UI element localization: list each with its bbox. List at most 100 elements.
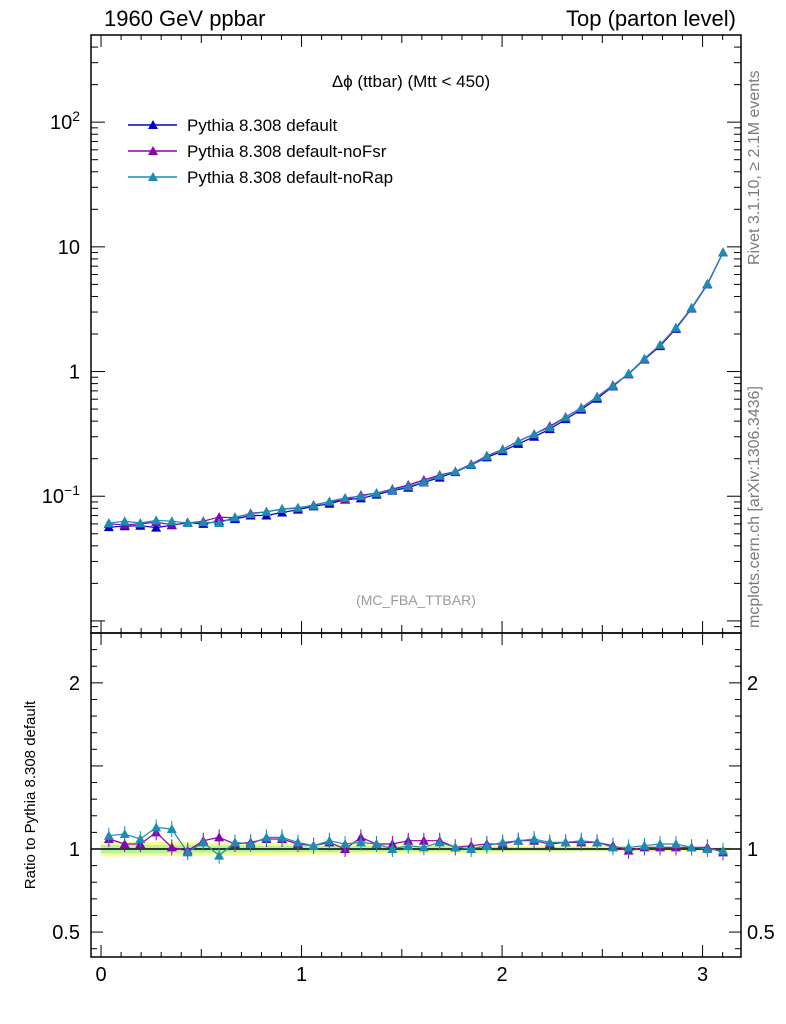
series-point-2 bbox=[560, 412, 571, 422]
ratio-point-2 bbox=[529, 834, 540, 844]
ratio-point-2 bbox=[686, 842, 697, 852]
ratio-point-2 bbox=[166, 824, 177, 834]
ratio-point-2 bbox=[355, 837, 366, 847]
ratio-point-2 bbox=[544, 837, 555, 847]
ratio-point-2 bbox=[387, 844, 398, 853]
legend-marker-2 bbox=[148, 172, 158, 181]
ratio-tick-label-left: 0.5 bbox=[52, 922, 80, 944]
series-point-2 bbox=[182, 517, 193, 527]
ratio-point-2 bbox=[261, 832, 272, 842]
series-point-2 bbox=[308, 500, 319, 510]
ratio-point-2 bbox=[670, 839, 681, 849]
series-point-2 bbox=[639, 353, 650, 363]
ratio-line-2 bbox=[108, 826, 724, 857]
ratio-tick-label-right: 1 bbox=[747, 839, 758, 861]
chart-text: Δϕ (ttbar) (Mtt < 450) (MC_FBA_TTBAR) Rati… bbox=[22, 72, 490, 889]
series-point-2 bbox=[655, 339, 666, 349]
ratio-point-2 bbox=[403, 840, 414, 850]
ratio-point-1 bbox=[214, 832, 225, 842]
series-point-2 bbox=[340, 492, 351, 502]
ratio-point-2 bbox=[513, 835, 524, 845]
series-line-2 bbox=[108, 252, 724, 524]
x-tick-label: 3 bbox=[697, 964, 708, 986]
ratio-point-2 bbox=[655, 839, 666, 849]
ratio-point-2 bbox=[214, 850, 225, 860]
ratio-point-2 bbox=[277, 832, 288, 842]
series-point-2 bbox=[119, 516, 130, 526]
ratio-point-2 bbox=[466, 844, 477, 853]
ratio-point-2 bbox=[450, 842, 461, 852]
ratio-point-2 bbox=[702, 844, 713, 853]
series-point-2 bbox=[576, 402, 587, 412]
series-point-2 bbox=[214, 517, 225, 527]
ratio-point-2 bbox=[576, 835, 587, 845]
legend-marker-1 bbox=[148, 146, 158, 155]
ratio-ylabel: Ratio to Pythia 8.308 default bbox=[22, 700, 39, 889]
ratio-tick-label-left: 2 bbox=[69, 673, 80, 695]
series-point-2 bbox=[103, 517, 114, 527]
ratio-point-2 bbox=[229, 837, 240, 847]
ratio-point-2 bbox=[418, 842, 429, 852]
watermark-label: (MC_FBA_TTBAR) bbox=[356, 592, 476, 608]
ratio-tick-label-right: 0.5 bbox=[747, 922, 775, 944]
series-point-2 bbox=[466, 459, 477, 469]
series-point-2 bbox=[261, 506, 272, 516]
ratio-point-2 bbox=[182, 847, 193, 857]
y-tick-label: 1 bbox=[69, 362, 80, 384]
series-point-1 bbox=[214, 512, 225, 522]
ratio-point-2 bbox=[151, 822, 162, 832]
ratio-point-2 bbox=[639, 840, 650, 850]
series-point-2 bbox=[450, 466, 461, 476]
series-point-2 bbox=[497, 444, 508, 454]
axes: 0 1 2 3 10−1 1 10 102 0.5 0.5 1 1 2 2 bbox=[42, 34, 775, 986]
series-point-2 bbox=[371, 488, 382, 498]
series-point-2 bbox=[292, 502, 303, 512]
series-point-2 bbox=[686, 302, 697, 312]
ratio-tick-label-left: 1 bbox=[69, 839, 80, 861]
series-point-2 bbox=[198, 517, 209, 527]
series-point-2 bbox=[324, 496, 335, 506]
series-point-2 bbox=[481, 451, 492, 461]
series-point-2 bbox=[592, 391, 603, 401]
legend: Pythia 8.308 default Pythia 8.308 default… bbox=[128, 116, 393, 187]
chart-title: Δϕ (ttbar) (Mtt < 450) bbox=[332, 72, 490, 91]
x-tick-label: 0 bbox=[95, 964, 106, 986]
legend-marker-0 bbox=[148, 120, 158, 129]
ratio-point-2 bbox=[497, 837, 508, 847]
ratio-point-2 bbox=[308, 840, 319, 850]
x-tick-label: 2 bbox=[496, 964, 507, 986]
ratio-point-2 bbox=[371, 839, 382, 849]
series-point-2 bbox=[229, 512, 240, 522]
y-tick-label: 10−1 bbox=[42, 482, 80, 508]
ratio-point-2 bbox=[324, 835, 335, 845]
ratio-point-2 bbox=[607, 842, 618, 852]
ratio-point-2 bbox=[198, 837, 209, 847]
ratio-point-2 bbox=[718, 845, 729, 855]
legend-label-1: Pythia 8.308 default-noFsr bbox=[187, 142, 387, 161]
series-point-2 bbox=[607, 380, 618, 390]
series-point-2 bbox=[355, 491, 366, 501]
ratio-point-2 bbox=[292, 837, 303, 847]
series-point-2 bbox=[718, 247, 729, 257]
ratio-point-2 bbox=[340, 839, 351, 849]
ratio-tick-label-right: 2 bbox=[747, 673, 758, 695]
series-point-2 bbox=[151, 515, 162, 525]
legend-label-0: Pythia 8.308 default bbox=[187, 116, 338, 135]
series-point-0 bbox=[151, 522, 162, 532]
ratio-series-layer bbox=[91, 819, 741, 864]
ratio-point-2 bbox=[245, 839, 256, 849]
ratio-point-2 bbox=[592, 837, 603, 847]
series-point-2 bbox=[513, 436, 524, 446]
series-point-2 bbox=[529, 429, 540, 439]
series-point-2 bbox=[702, 278, 713, 288]
series-line-0 bbox=[108, 252, 724, 529]
series-point-2 bbox=[544, 422, 555, 432]
ratio-point-1 bbox=[119, 839, 130, 849]
series-point-2 bbox=[135, 517, 146, 527]
series-point-2 bbox=[245, 509, 256, 519]
series-point-2 bbox=[387, 485, 398, 495]
ratio-point-1 bbox=[166, 842, 177, 852]
ratio-point-2 bbox=[103, 830, 114, 840]
ratio-frame bbox=[90, 632, 742, 958]
x-tick-label: 1 bbox=[296, 964, 307, 986]
